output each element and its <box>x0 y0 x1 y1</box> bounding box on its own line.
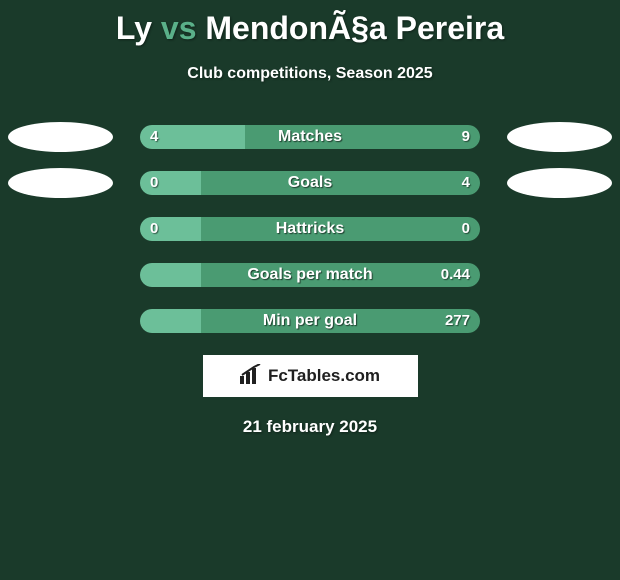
comparison-row: 0.44Goals per match <box>0 263 620 287</box>
brand-box[interactable]: FcTables.com <box>203 355 418 397</box>
comparison-row: 00Hattricks <box>0 217 620 241</box>
bar-chart-icon <box>240 364 262 389</box>
date-label: 21 february 2025 <box>0 417 620 437</box>
player-badge-right <box>507 168 612 198</box>
stat-value-left: 4 <box>140 125 168 149</box>
title-vs: vs <box>161 10 197 46</box>
brand-text: FcTables.com <box>268 366 380 386</box>
stat-value-left: 0 <box>140 171 168 195</box>
stat-value-left <box>140 263 160 287</box>
stat-value-left: 0 <box>140 217 168 241</box>
stat-bar: 00Hattricks <box>140 217 480 241</box>
stat-value-left <box>140 309 160 333</box>
subtitle: Club competitions, Season 2025 <box>0 65 620 83</box>
stat-bar: 277Min per goal <box>140 309 480 333</box>
comparison-row: 277Min per goal <box>0 309 620 333</box>
stat-value-right: 0.44 <box>431 263 480 287</box>
page-title: Ly vs MendonÃ§a Pereira <box>0 0 620 47</box>
title-player-left: Ly <box>116 10 152 46</box>
stat-value-right: 277 <box>435 309 480 333</box>
comparison-row: 49Matches <box>0 125 620 149</box>
stat-bar-right <box>245 125 480 149</box>
player-badge-left <box>8 168 113 198</box>
comparison-rows: 49Matches04Goals00Hattricks0.44Goals per… <box>0 125 620 333</box>
stat-value-right: 0 <box>452 217 480 241</box>
stat-bar: 0.44Goals per match <box>140 263 480 287</box>
stat-bar: 04Goals <box>140 171 480 195</box>
player-badge-left <box>8 122 113 152</box>
player-badge-right <box>507 122 612 152</box>
stat-value-right: 4 <box>452 171 480 195</box>
stat-value-right: 9 <box>452 125 480 149</box>
title-player-right: MendonÃ§a Pereira <box>205 10 504 46</box>
stat-bar-right <box>201 217 480 241</box>
stat-bar: 49Matches <box>140 125 480 149</box>
comparison-row: 04Goals <box>0 171 620 195</box>
stat-bar-right <box>201 171 480 195</box>
